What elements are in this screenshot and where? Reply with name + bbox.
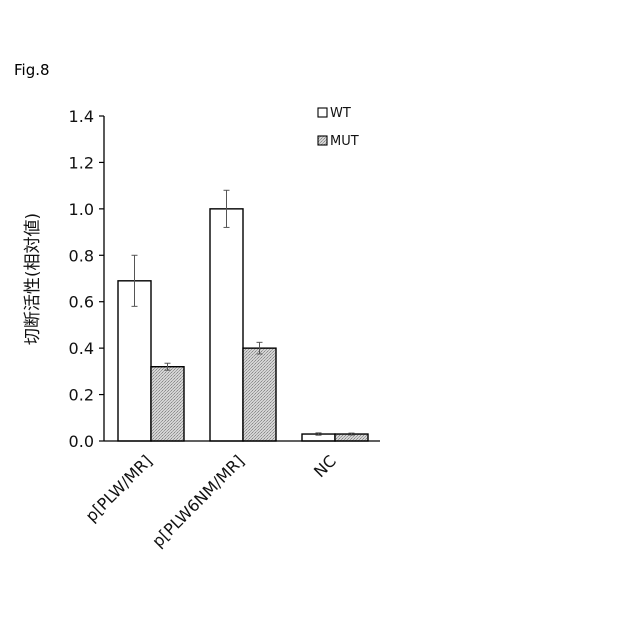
y-tick-label: 0.6	[69, 293, 94, 312]
bar-wt	[210, 209, 243, 441]
y-tick-label: 1.0	[69, 200, 94, 219]
y-tick-label: 0.0	[69, 432, 94, 451]
y-tick-label: 0.2	[69, 386, 94, 405]
y-tick-label: 1.2	[69, 153, 94, 172]
y-tick-label: 0.4	[69, 339, 94, 358]
legend-swatch-mut	[318, 136, 327, 145]
x-category-label: p[PLW6NM/MR]	[148, 451, 248, 551]
y-axis-label: 切断活性(相対値)	[23, 213, 43, 345]
x-category-label: p[PLW/MR]	[82, 451, 156, 525]
legend-label-mut: MUT	[330, 134, 359, 149]
y-tick-label: 0.8	[69, 246, 94, 265]
legend-swatch-wt	[318, 108, 327, 117]
x-category-label: NC	[310, 451, 340, 481]
bar-mut	[151, 367, 184, 441]
bar-mut	[243, 348, 276, 441]
legend-label-wt: WT	[330, 106, 351, 121]
y-tick-label: 1.4	[69, 107, 94, 126]
